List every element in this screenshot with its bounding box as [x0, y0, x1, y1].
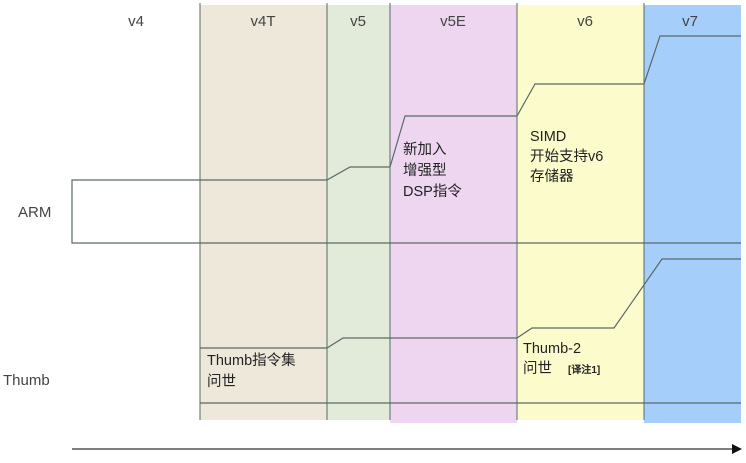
note-thumb-line: Thumb指令集 — [207, 352, 296, 369]
arrow-head-icon — [732, 444, 742, 454]
note-thumb2-line: 问世 — [523, 360, 552, 377]
column-label-v4: v4 — [128, 13, 144, 30]
note-simd-line: SIMD — [530, 129, 566, 145]
note-thumb-line: 问世 — [207, 373, 236, 390]
column-label-v5E: v5E — [440, 13, 466, 30]
note-thumb2: Thumb-2 问世 [译注1] — [523, 341, 600, 377]
timeline-arrow — [72, 444, 742, 454]
note-thumb: Thumb指令集 问世 — [207, 352, 296, 390]
note-simd: SIMD 开始支持v6 存储器 — [530, 129, 603, 185]
column-label-v4T: v4T — [250, 13, 275, 30]
note-thumb2-footnote: [译注1] — [568, 363, 600, 376]
row-label-arm: ARM — [18, 204, 51, 221]
column-v5 — [327, 5, 390, 420]
column-v4T — [200, 5, 327, 420]
row-label-thumb: Thumb — [3, 372, 50, 389]
note-dsp: 新加入 增强型 DSP指令 — [403, 141, 462, 200]
note-simd-line: 开始支持v6 — [530, 148, 603, 165]
column-v6 — [517, 5, 644, 420]
note-dsp-line: 新加入 — [403, 141, 447, 158]
thumb-evolution-band — [200, 258, 741, 404]
note-dsp-line: DSP指令 — [403, 183, 462, 200]
arm-evolution-band — [71, 35, 741, 244]
column-v7 — [644, 5, 741, 423]
note-thumb2-line: Thumb-2 — [523, 341, 581, 357]
note-simd-line: 存储器 — [530, 168, 574, 185]
note-dsp-line: 增强型 — [403, 162, 447, 179]
column-label-v7: v7 — [682, 13, 698, 30]
version-columns — [199, 3, 741, 423]
column-v5E — [390, 5, 517, 423]
column-label-v5: v5 — [350, 13, 366, 30]
column-label-v6: v6 — [577, 13, 593, 30]
